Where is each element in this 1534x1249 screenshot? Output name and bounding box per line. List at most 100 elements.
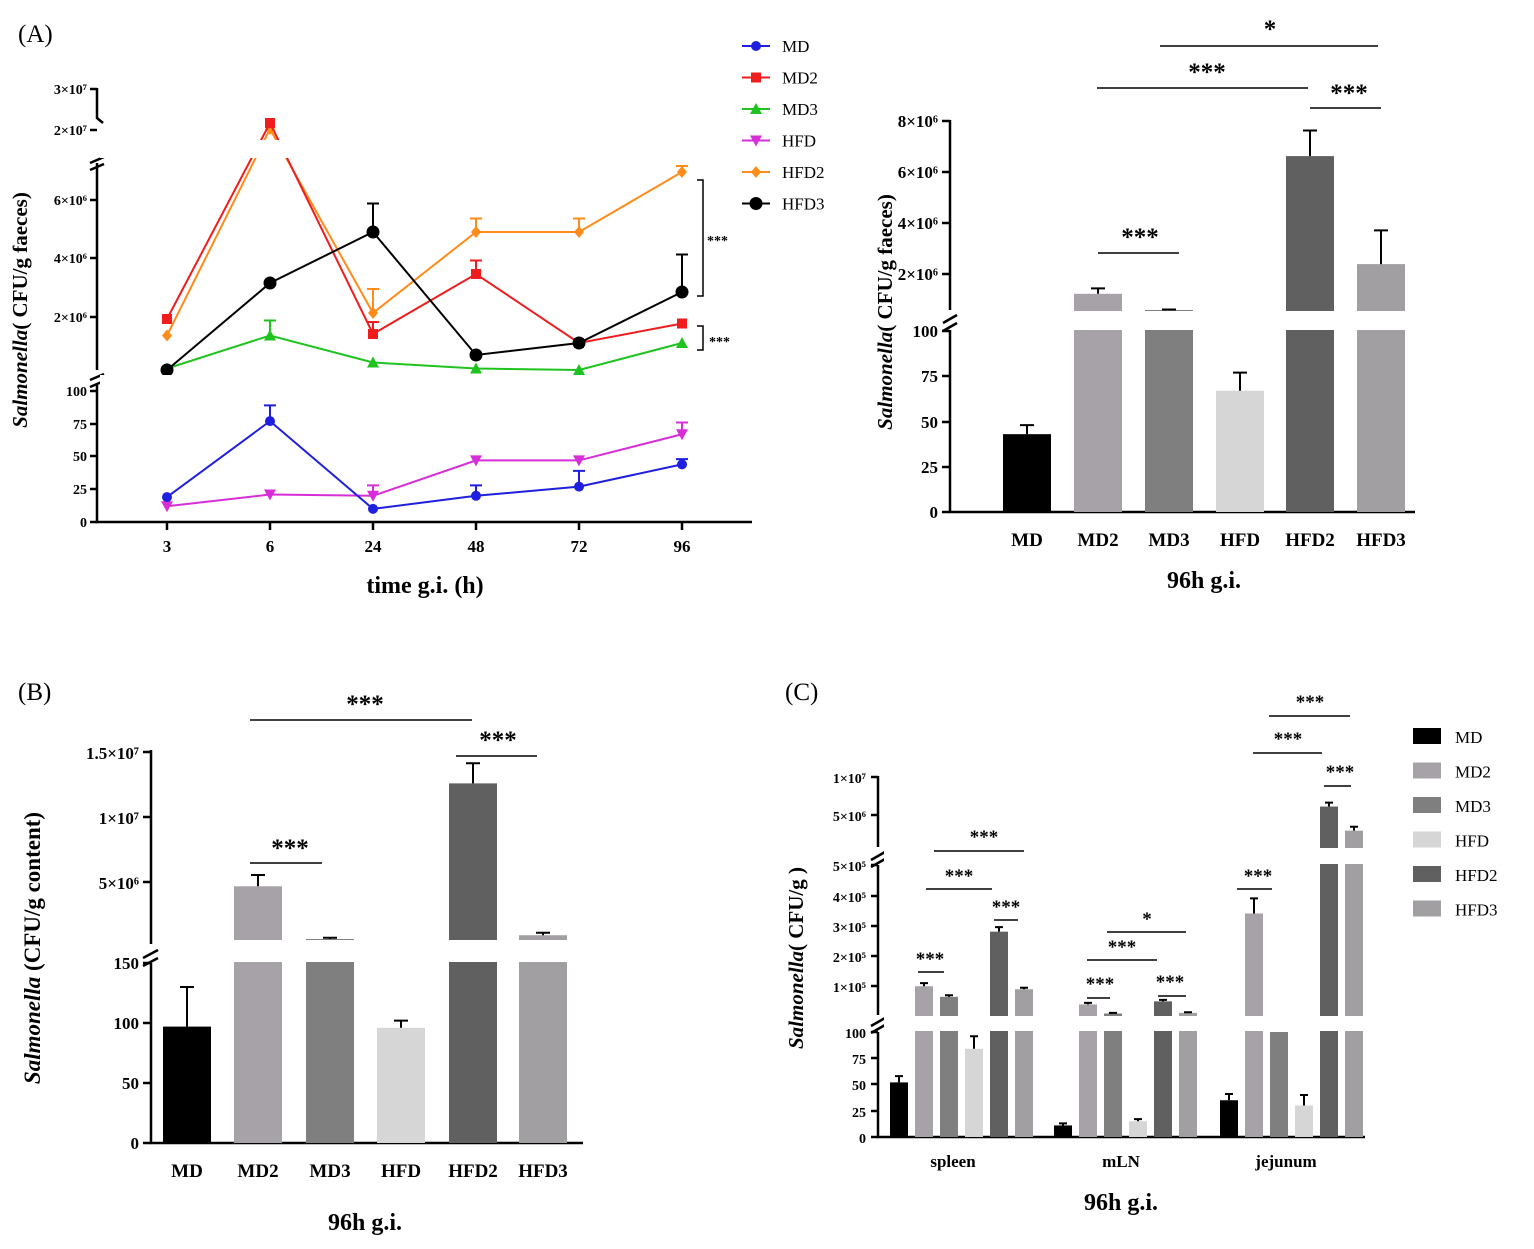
tick-6e6: 6×10⁶ [898, 163, 938, 182]
line-hfd3 [166, 230, 683, 371]
sig-annotations: *** *** *** *** * *** *** *** *** *** **… [916, 692, 1354, 999]
data-point [572, 336, 586, 350]
sig-label: *** [1244, 866, 1273, 887]
legend-marker [750, 135, 762, 147]
data-point [677, 166, 687, 178]
error-bar [1162, 308, 1176, 311]
error-bar [995, 926, 1003, 932]
data-point [264, 329, 276, 341]
cat-label-md3: MD3 [309, 1161, 350, 1182]
x-label-72: 72 [571, 537, 588, 556]
bar-hfd [1129, 1121, 1147, 1137]
error-bar [1250, 897, 1258, 914]
tick-25: 25 [921, 458, 938, 477]
data-point [265, 118, 275, 128]
sig-label: *** [945, 866, 974, 887]
legend-label: HFD2 [1455, 866, 1498, 885]
sig-label: *** [1296, 692, 1325, 713]
group-spleen [890, 926, 1033, 1137]
legend-item-hfd: HFD [1413, 831, 1489, 851]
sig-label: *** [1156, 972, 1185, 993]
sig-label: *** [992, 897, 1021, 918]
error-bar [466, 762, 480, 784]
tick-100: 100 [114, 1014, 140, 1033]
error-bar [323, 936, 337, 939]
legend-label: HFD3 [782, 195, 825, 214]
tick-3e7: 3×10⁷ [54, 83, 87, 98]
error-bar [1184, 1011, 1192, 1014]
x-label-24: 24 [365, 537, 383, 556]
legend-label: HFD3 [1455, 901, 1498, 920]
sig-label-1: * [1264, 16, 1277, 43]
bar-rect [449, 783, 497, 1143]
data-point [573, 364, 585, 375]
tick-4e5: 4×10⁵ [833, 891, 866, 906]
x-ticks [165, 522, 684, 530]
legend-marker [751, 41, 761, 51]
error-bar [1084, 1001, 1092, 1005]
error-bar [1303, 129, 1317, 157]
bar-hfd3 [519, 931, 567, 1143]
panel-b-label: (B) [18, 679, 51, 706]
tick-0: 0 [131, 1134, 140, 1153]
tick-150: 150 [114, 954, 140, 973]
bar-md3 [1145, 308, 1193, 512]
bar-hfd2 [1320, 806, 1338, 1137]
data-point [161, 501, 173, 513]
bar-rect [1074, 293, 1122, 512]
sig-label: *** [916, 949, 945, 970]
sig-label: *** [970, 827, 999, 848]
sig-bracket-2: *** [709, 335, 730, 350]
data-point [367, 490, 379, 502]
data-point [471, 490, 481, 501]
data-point [676, 429, 688, 441]
bar-hfd [1295, 1105, 1313, 1137]
group-label-jejunum: jejunum [1254, 1152, 1316, 1171]
series-hfd3 [160, 202, 689, 377]
cat-label-md: MD [1011, 530, 1043, 551]
legend-item-md3: MD3 [742, 100, 818, 119]
data-point [162, 329, 172, 342]
axis-break-gap [884, 1016, 1364, 1031]
cat-label-hfd: HFD [381, 1161, 421, 1182]
legend-label: MD2 [782, 69, 818, 88]
panel-a-label: (A) [18, 21, 53, 48]
legend-item-hfd3: HFD3 [742, 195, 825, 214]
error-bar [1300, 1094, 1308, 1106]
bar-md [1054, 1125, 1072, 1137]
cat-label-hfd: HFD [1220, 530, 1260, 551]
bar-rect [163, 1026, 211, 1143]
bar-md3 [1104, 1013, 1122, 1137]
error-bar [920, 982, 928, 987]
legend-label: HFD2 [782, 163, 825, 182]
group-label-mln: mLN [1102, 1152, 1141, 1171]
sig-label-4: *** [1121, 224, 1159, 251]
bar-chart-organs: 1×10⁷ 5×10⁶ 5×10⁵ 4×10⁵ 3×10⁵ 2×10⁵ 1×10… [784, 692, 1498, 1216]
tick-1e7: 1×10⁷ [833, 772, 866, 787]
cat-label-hfd2: HFD2 [448, 1161, 498, 1182]
x-axis-title: 96h g.i. [1084, 1190, 1158, 1216]
tick-50: 50 [852, 1079, 866, 1094]
data-point [471, 226, 481, 238]
legend-item-md3: MD3 [1413, 797, 1491, 816]
bar-rect [377, 1027, 425, 1143]
data-point [162, 492, 172, 503]
legend-item-md: MD [1413, 728, 1482, 747]
data-point [675, 285, 689, 299]
cat-label-md2: MD2 [1077, 530, 1118, 551]
bar-rect [519, 935, 567, 1143]
cat-label-hfd2: HFD2 [1285, 530, 1335, 551]
error-bar [1091, 287, 1105, 294]
sig-label-2: *** [1188, 59, 1226, 86]
tick-0: 0 [859, 1132, 866, 1147]
data-point [263, 276, 277, 290]
x-axis-title: 96h g.i. [328, 1210, 402, 1236]
bar-rect [234, 886, 282, 1143]
bar-hfd3 [1345, 830, 1363, 1137]
axis-break-mask [100, 140, 740, 158]
error-bar [895, 1075, 903, 1083]
bar-md2 [1079, 1004, 1097, 1137]
legend-marker [751, 72, 761, 83]
sig-label: *** [1274, 729, 1303, 750]
tick-25: 25 [852, 1106, 866, 1121]
